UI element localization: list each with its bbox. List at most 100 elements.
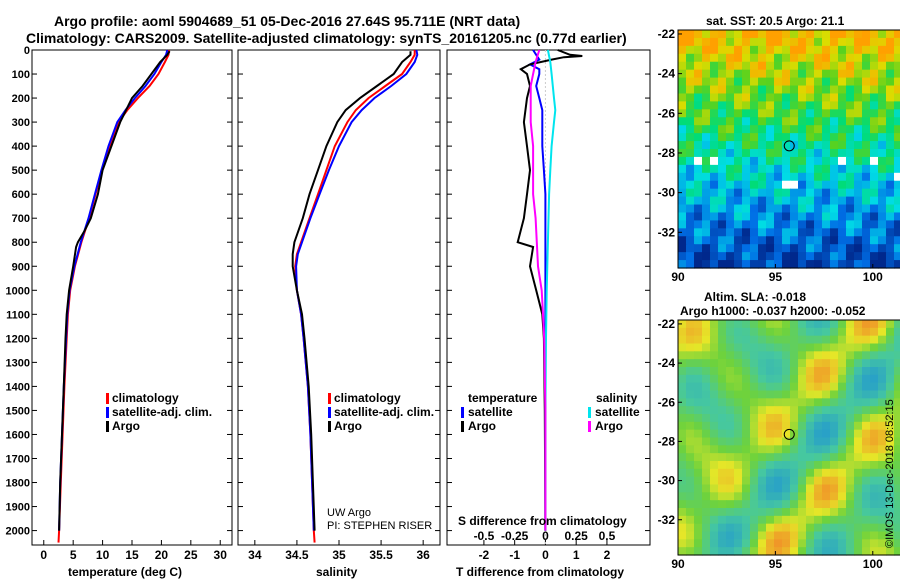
map-cell [718,156,727,166]
map-cell [774,260,783,269]
float-position-marker [783,428,795,440]
map-cell [790,367,799,376]
map-cell [822,461,831,470]
map-cell [886,390,895,399]
map-cell [790,164,799,174]
map-cell [774,437,783,446]
map-cell [806,320,815,329]
map-cell [718,406,727,415]
x-tick-label: 10 [96,548,110,562]
map-cell [886,515,895,525]
map-cell [742,335,751,345]
map-cell [822,547,831,556]
depth-tick-label: 1100 [6,309,30,321]
map-cell [886,260,895,269]
map-cell [758,30,767,39]
map-cell [878,367,887,376]
map-cell [870,367,879,376]
map-cell [798,37,807,47]
map-cell [862,69,871,79]
map-cell [686,109,695,118]
map-cell [846,117,855,126]
map-cell [862,37,871,47]
map-cell [894,125,900,134]
map-cell [758,367,767,376]
map-cell [758,109,767,118]
map-cell [814,500,823,509]
x-tick-label: 30 [214,548,228,562]
map-cell [734,117,743,126]
map-cell [742,414,751,423]
map-cell [750,531,759,540]
map-cell [750,461,759,470]
map-cell [894,93,900,102]
map-cell [678,30,687,39]
map-cell [862,220,871,229]
map-cell [686,53,695,63]
map-cell [686,149,695,158]
map-cell [782,77,791,87]
map-cell [870,547,879,556]
map-cell [854,252,863,261]
map-cell [862,141,871,150]
depth-tick-label: 1600 [6,429,30,441]
map-cell [710,539,719,548]
map-cell [846,421,855,431]
map-cell [790,93,799,102]
map-cell [854,335,863,345]
map-cell [814,220,823,229]
map-cell [710,515,719,525]
map-cell [718,212,727,221]
map-cell [886,484,895,493]
map-cell [822,374,831,384]
map-cell [846,101,855,110]
legend-s-argo-label: Argo [595,419,623,433]
map-cell [798,93,807,102]
map-cell [830,398,839,407]
map-cell [886,109,895,118]
map-cell [782,188,791,198]
map-cell [694,429,703,439]
map-cell [886,382,895,392]
map-cell [766,327,775,337]
map-cell [750,180,759,190]
map-cell [878,406,887,415]
map-cell [694,374,703,384]
map-cell [822,539,831,548]
map-cell [686,172,695,182]
map-cell [894,398,900,407]
map-cell [798,429,807,439]
map-cell [742,359,751,368]
map-cell [814,125,823,134]
map-cell [790,37,799,47]
map-cell [766,141,775,150]
map-cell [830,141,839,150]
map-cell [766,53,775,63]
map-cell [766,351,775,360]
map-cell [742,101,751,110]
map-cell [742,437,751,446]
map-cell [750,61,759,71]
map-cell [838,523,847,533]
map-cell [814,398,823,407]
map-cell [678,212,687,221]
s-difference-axis-label: S difference from climatology [458,514,627,528]
map-cell [830,212,839,221]
series-difference-profile-s-argo [529,49,547,531]
map-cell [750,69,759,79]
map-cell [838,93,847,102]
map-cell [806,367,815,376]
map-cell [862,117,871,126]
map-cell [838,133,847,142]
map-cell [702,445,711,454]
map-cell [862,374,871,384]
map-cell [878,228,887,237]
map-cell [758,164,767,174]
map-cell [790,252,799,261]
map-cell [862,172,871,182]
map-cell [750,37,759,47]
map-cell [830,539,839,548]
map-cell [750,212,759,221]
map-cell [846,445,855,454]
map-cell [678,180,687,190]
